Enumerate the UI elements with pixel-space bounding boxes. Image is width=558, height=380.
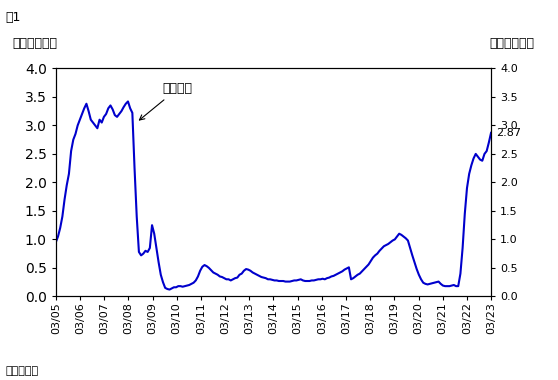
Text: 圖1: 圖1: [6, 11, 21, 24]
Text: 年利率（厘）: 年利率（厘）: [12, 37, 57, 50]
Text: 2.87: 2.87: [497, 128, 522, 138]
Text: 年利率（厘）: 年利率（厘）: [489, 37, 535, 50]
Text: 期末數字。: 期末數字。: [6, 366, 39, 376]
Text: 綜合利率: 綜合利率: [140, 82, 193, 120]
